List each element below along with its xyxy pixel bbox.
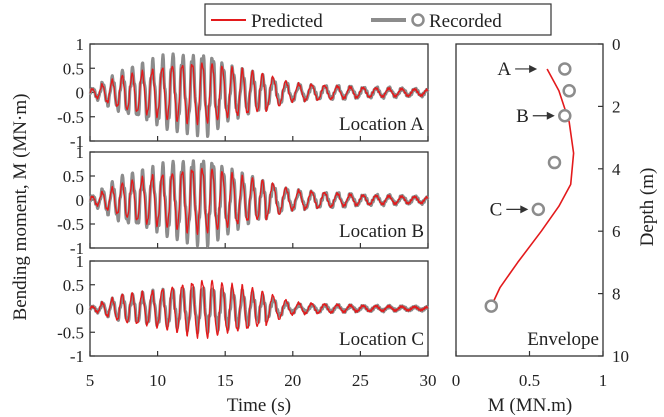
m-tick-label: 0 [452, 371, 461, 390]
recorded-point [531, 202, 546, 217]
annotation-label: A [497, 59, 511, 80]
recorded-point [558, 109, 572, 123]
annotation-arrow-head [520, 205, 529, 214]
y-axis-label: Bending moment, M (MN·m) [10, 94, 31, 321]
x-tick-label: 10 [149, 371, 166, 390]
legend-recorded-marker [411, 13, 425, 27]
y-tick-label: 1 [76, 252, 85, 271]
panel-envelope: 0 2 4 6 8 10 0 0.5 1 A B C Envelope [452, 35, 629, 390]
legend-predicted-label: Predicted [251, 11, 323, 32]
annotation-label: B [516, 106, 529, 127]
y-tick-label: -0.5 [57, 323, 84, 342]
depth-tick-label: 4 [612, 160, 621, 179]
y-tick-label: 0.5 [63, 167, 84, 186]
x-tick-label: 25 [352, 371, 369, 390]
y-tick-label: -1 [70, 132, 84, 151]
y-tick-label: 0.5 [63, 276, 84, 295]
envelope-x-axis-label: M (MN.m) [488, 395, 572, 416]
panel-location-b: 1 0.5 0 -0.5 -1 Location B [57, 143, 430, 258]
envelope-label: Envelope [527, 329, 599, 350]
y-tick-label: 1 [76, 143, 85, 162]
location-label: Location B [339, 221, 424, 242]
predicted-series [89, 279, 429, 339]
location-label: Location C [339, 329, 424, 350]
depth-tick-label: 0 [612, 35, 621, 54]
predicted-series [89, 62, 429, 126]
y-tick-label: 0 [76, 84, 85, 103]
x-tick-label: 20 [284, 371, 301, 390]
recorded-point [484, 299, 499, 313]
annotation-label: C [490, 199, 503, 220]
m-tick-label: 1 [599, 371, 608, 390]
x-tick-label: 5 [86, 371, 95, 390]
annotation-arrow-head [546, 111, 555, 120]
location-label: Location A [339, 114, 424, 135]
y-tick-label: -0.5 [57, 215, 84, 234]
recorded-point [562, 84, 576, 98]
annotation-arrow-head [529, 64, 538, 73]
legend-recorded-label: Recorded [429, 11, 502, 32]
y-tick-label: -0.5 [57, 108, 84, 127]
y-tick-label: 0.5 [63, 59, 84, 78]
x-axis-label: Time (s) [227, 395, 291, 416]
panel-location-a: 1 0.5 0 -0.5 -1 Location A [57, 35, 430, 151]
recorded-point [547, 155, 562, 170]
envelope-y-axis-label: Depth (m) [637, 168, 658, 247]
y-tick-label: 0 [76, 300, 85, 319]
depth-tick-label: 10 [612, 347, 629, 366]
predicted-envelope-line [490, 68, 575, 307]
y-tick-label: -1 [70, 239, 84, 258]
depth-tick-label: 6 [612, 222, 621, 241]
legend: Predicted Recorded [204, 3, 552, 36]
y-tick-label: 0 [76, 191, 85, 210]
envelope-frame [455, 43, 604, 357]
m-tick-label: 0.5 [519, 371, 540, 390]
depth-tick-label: 8 [612, 285, 621, 304]
x-tick-label: 15 [217, 371, 234, 390]
x-tick-label: 30 [420, 371, 437, 390]
recorded-point [558, 62, 572, 76]
depth-tick-label: 2 [612, 97, 621, 116]
predicted-series [89, 167, 429, 235]
y-tick-label: 1 [76, 35, 85, 54]
y-tick-label: -1 [70, 347, 84, 366]
panel-location-c: 1 0.5 0 -0.5 -15 10 15 20 25 30 Location C [57, 252, 436, 390]
